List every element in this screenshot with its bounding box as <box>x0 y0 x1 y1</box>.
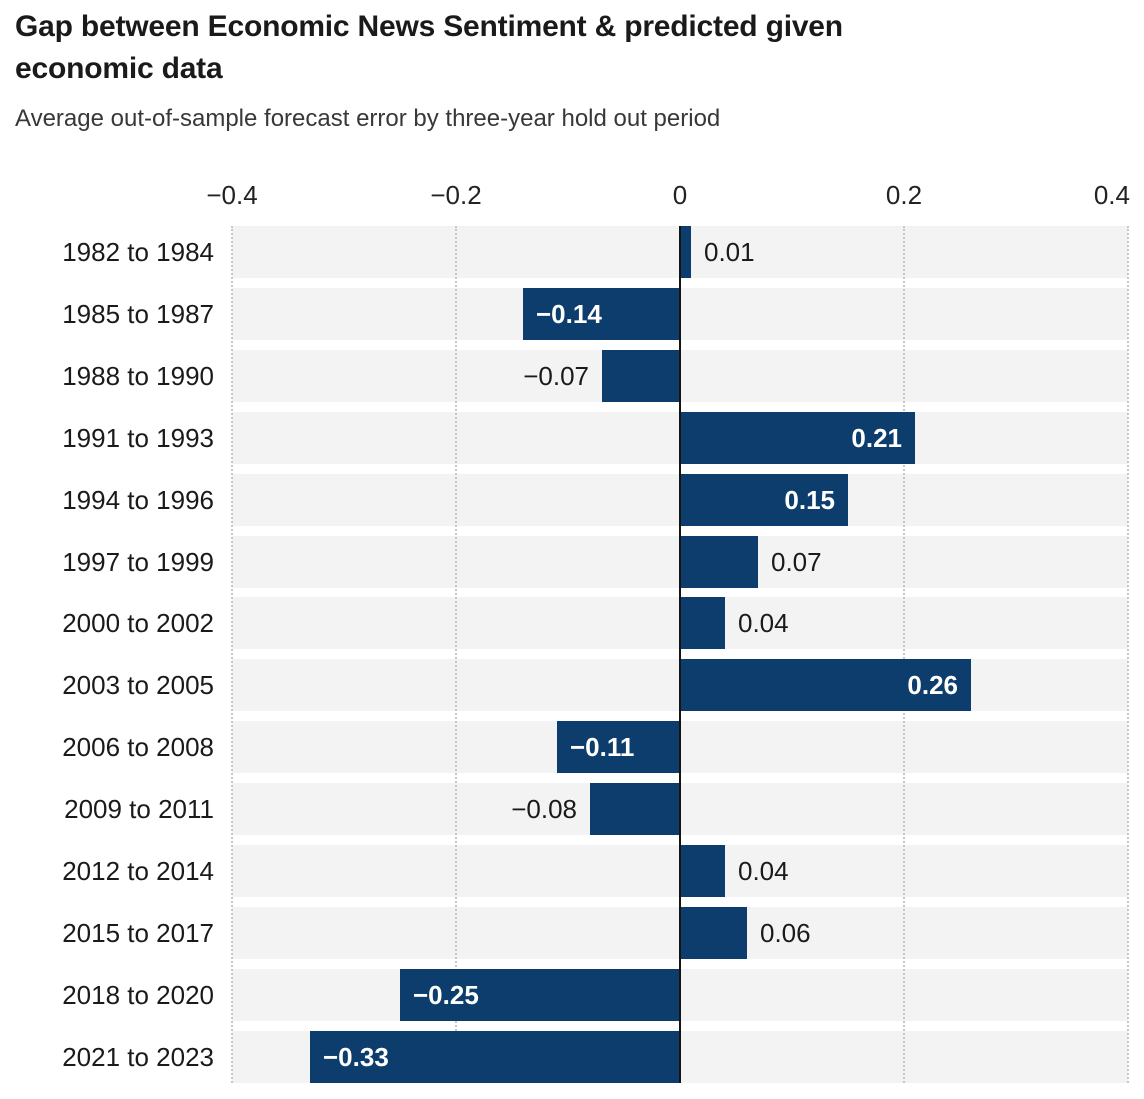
bar <box>400 969 680 1021</box>
value-label: 0.15 <box>784 485 835 515</box>
zero-axis-line <box>679 226 681 1083</box>
x-gridline <box>1127 226 1129 1083</box>
bar <box>680 226 691 278</box>
bar <box>590 783 680 835</box>
value-label: −0.14 <box>536 299 602 329</box>
category-label: 1982 to 1984 <box>62 237 214 267</box>
x-tick-label: −0.4 <box>206 180 258 210</box>
category-label: 2000 to 2002 <box>62 608 214 638</box>
value-label: 0.04 <box>738 856 789 886</box>
bar <box>680 659 971 711</box>
chart-subtitle: Average out-of-sample forecast error by … <box>15 105 721 132</box>
bar <box>680 597 725 649</box>
chart-title: Gap between Economic News Sentiment & pr… <box>15 10 843 85</box>
value-label: −0.07 <box>523 361 589 391</box>
bar <box>602 350 680 402</box>
bar <box>680 536 758 588</box>
value-label: −0.11 <box>570 732 635 762</box>
value-label: 0.21 <box>851 423 902 453</box>
value-label: 0.06 <box>760 918 811 948</box>
x-tick-label: −0.2 <box>430 180 482 210</box>
bar <box>680 412 915 464</box>
category-label: 2015 to 2017 <box>62 918 214 948</box>
category-label: 1997 to 1999 <box>62 547 214 577</box>
bar <box>557 721 680 773</box>
x-gridline <box>231 226 233 1083</box>
value-label: −0.25 <box>413 980 479 1010</box>
bar <box>310 1031 680 1083</box>
category-label: 2012 to 2014 <box>62 856 214 886</box>
category-label: 1985 to 1987 <box>62 299 214 329</box>
category-label: 2003 to 2005 <box>62 670 214 700</box>
value-label: 0.07 <box>771 547 822 577</box>
category-label: 2009 to 2011 <box>64 794 214 824</box>
x-gridline <box>903 226 905 1083</box>
value-label: 0.04 <box>738 608 789 638</box>
chart-header: Gap between Economic News Sentiment & pr… <box>15 6 1130 134</box>
category-label: 2018 to 2020 <box>62 980 214 1010</box>
category-label: 1994 to 1996 <box>62 485 214 515</box>
value-label: 0.26 <box>907 670 958 700</box>
bar <box>680 907 747 959</box>
x-gridline <box>455 226 457 1083</box>
category-label: 1988 to 1990 <box>62 361 214 391</box>
x-tick-label: 0 <box>672 180 688 210</box>
category-label: 2021 to 2023 <box>62 1042 214 1072</box>
bar <box>523 288 680 340</box>
value-label: −0.33 <box>323 1042 389 1072</box>
category-label: 2006 to 2008 <box>62 732 214 762</box>
x-tick-label: 0.2 <box>885 180 923 210</box>
category-label: 1991 to 1993 <box>62 423 214 453</box>
value-label: −0.08 <box>511 794 577 824</box>
x-tick-label: 0.4 <box>1093 180 1130 210</box>
bar <box>680 845 725 897</box>
value-label: 0.01 <box>704 237 755 267</box>
bar <box>680 474 848 526</box>
